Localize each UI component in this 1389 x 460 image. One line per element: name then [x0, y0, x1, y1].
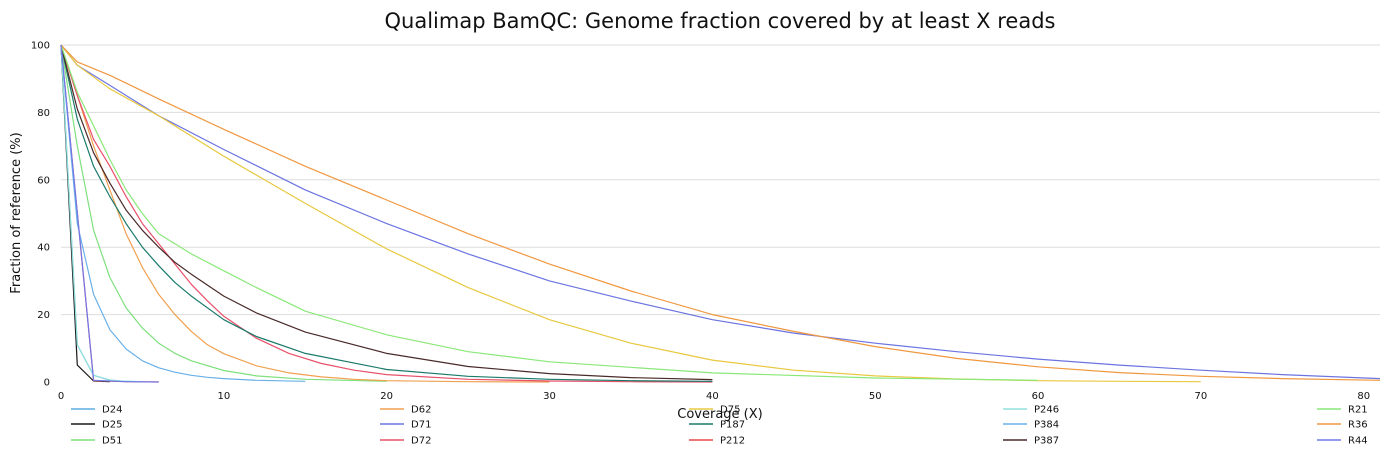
series-line-r44 — [60, 44, 159, 383]
series-line-d25 — [60, 44, 110, 383]
series-line-r21 — [60, 44, 1039, 381]
legend-label: R36 — [1348, 420, 1368, 431]
x-axis-label: Coverage (X) — [677, 407, 762, 422]
x-tick-label: 40 — [706, 391, 719, 402]
legend-label: D75 — [720, 405, 740, 416]
series-line-p384 — [60, 44, 306, 382]
legend-item-d25: D25 — [71, 420, 122, 431]
series-line-d24 — [60, 44, 143, 383]
series-lines — [60, 44, 1381, 383]
x-tick-label: 10 — [217, 391, 230, 402]
legend-item-r21: R21 — [1317, 405, 1368, 416]
series-line-r36 — [60, 44, 1381, 381]
legend-item-p246: P246 — [1003, 405, 1059, 416]
legend-item-d72: D72 — [380, 436, 431, 447]
legend-item-p187: P187 — [689, 420, 745, 431]
legend-label: P212 — [720, 436, 745, 447]
legend-label: P387 — [1034, 436, 1059, 447]
series-line-d75 — [60, 44, 1201, 383]
y-tick-labels: 0 20 40 60 80 100 — [31, 41, 50, 389]
legend-label: P384 — [1034, 420, 1059, 431]
x-tick-label: 60 — [1032, 391, 1045, 402]
legend-item-d62: D62 — [380, 405, 431, 416]
legend-label: D72 — [411, 436, 431, 447]
y-tick-label: 0 — [44, 378, 50, 389]
legend-item-d75: D75 — [689, 405, 740, 416]
legend-label: D71 — [411, 420, 431, 431]
y-tick-label: 80 — [37, 108, 50, 119]
x-tick-label: 0 — [58, 391, 64, 402]
legend-label: P187 — [720, 420, 745, 431]
legend: D24 D25 D51 D62 D71 D72 D75 P187 P212 P246 P384 P38… — [71, 405, 1368, 447]
x-tick-label: 30 — [543, 391, 556, 402]
legend-label: R21 — [1348, 405, 1368, 416]
series-line-d72 — [60, 44, 713, 383]
legend-item-p387: P387 — [1003, 436, 1059, 447]
series-line-d62 — [60, 44, 550, 383]
legend-label: D62 — [411, 405, 431, 416]
legend-item-d24: D24 — [71, 405, 122, 416]
legend-label: P246 — [1034, 405, 1059, 416]
legend-item-p212: P212 — [689, 436, 745, 447]
legend-label: D51 — [102, 436, 122, 447]
legend-item-p384: P384 — [1003, 420, 1059, 431]
series-line-d71 — [60, 44, 1381, 380]
series-line-d51 — [60, 44, 387, 382]
y-grid-lines — [61, 44, 1380, 316]
y-tick-label: 40 — [37, 243, 50, 254]
legend-item-r44: R44 — [1317, 436, 1368, 447]
chart-title: Qualimap BamQC: Genome fraction covered … — [385, 9, 1056, 33]
legend-item-d51: D51 — [71, 436, 122, 447]
series-line-p387 — [60, 44, 713, 381]
legend-label: D25 — [102, 420, 122, 431]
series-line-p187 — [60, 44, 713, 382]
y-tick-label: 100 — [31, 41, 50, 52]
series-line-p246 — [60, 44, 143, 383]
legend-label: D24 — [102, 405, 122, 416]
y-axis-label: Fraction of reference (%) — [9, 132, 24, 293]
x-tick-label: 50 — [869, 391, 882, 402]
legend-item-d71: D71 — [380, 420, 431, 431]
legend-label: R44 — [1348, 436, 1368, 447]
x-tick-label: 70 — [1195, 391, 1208, 402]
x-tick-labels: 0 10 20 30 40 50 60 70 80 — [58, 391, 1370, 402]
x-tick-label: 80 — [1357, 391, 1370, 402]
y-tick-label: 20 — [37, 310, 50, 321]
y-tick-label: 60 — [37, 175, 50, 186]
x-tick-label: 20 — [380, 391, 393, 402]
legend-item-r36: R36 — [1317, 420, 1368, 431]
